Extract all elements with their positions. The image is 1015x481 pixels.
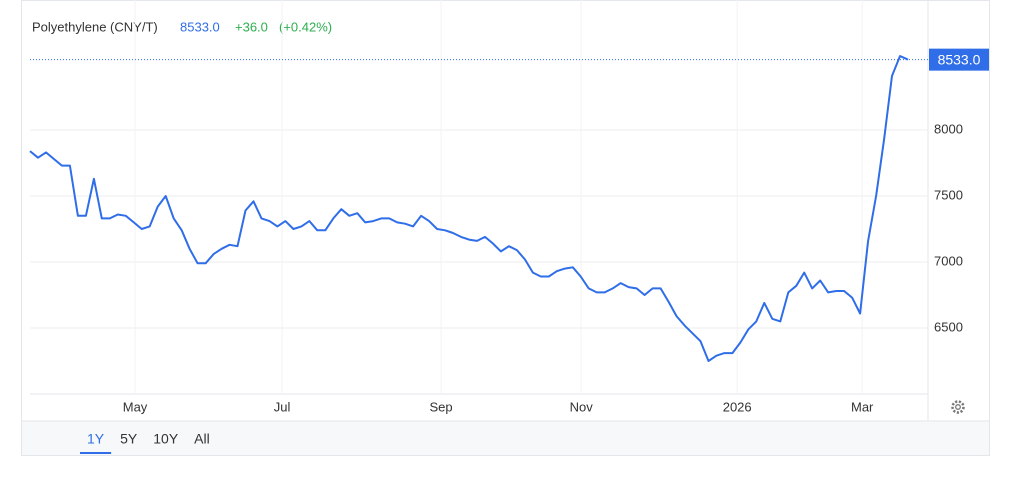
x-tick-label: Jul [274,399,291,414]
change-pct: (+0.42%) [279,19,332,34]
last-price-tag-label: 8533.0 [938,51,981,67]
change: +36.0 [235,19,268,34]
x-tick-label: 2026 [723,399,752,414]
settings-icon[interactable] [951,400,965,414]
range-bar [22,421,989,455]
range-button[interactable]: 1Y [87,431,105,447]
y-tick-label: 7000 [934,253,963,268]
y-tick-label: 6500 [934,319,963,334]
range-button[interactable]: All [194,431,210,447]
last-price-tag [929,48,989,71]
x-tick-label: Nov [570,399,594,414]
frame [21,0,990,456]
price-line [29,55,909,362]
title: Polyethylene (CNY/T) [32,19,158,34]
x-tick-label: May [123,399,148,414]
y-tick-label: 7500 [934,187,963,202]
x-tick-label: Mar [851,399,874,414]
x-tick-label: Sep [429,399,452,414]
last-price: 8533.0 [180,19,220,34]
range-button[interactable]: 5Y [120,431,138,447]
range-button[interactable]: 10Y [153,431,179,447]
y-tick-label: 8000 [934,121,963,136]
